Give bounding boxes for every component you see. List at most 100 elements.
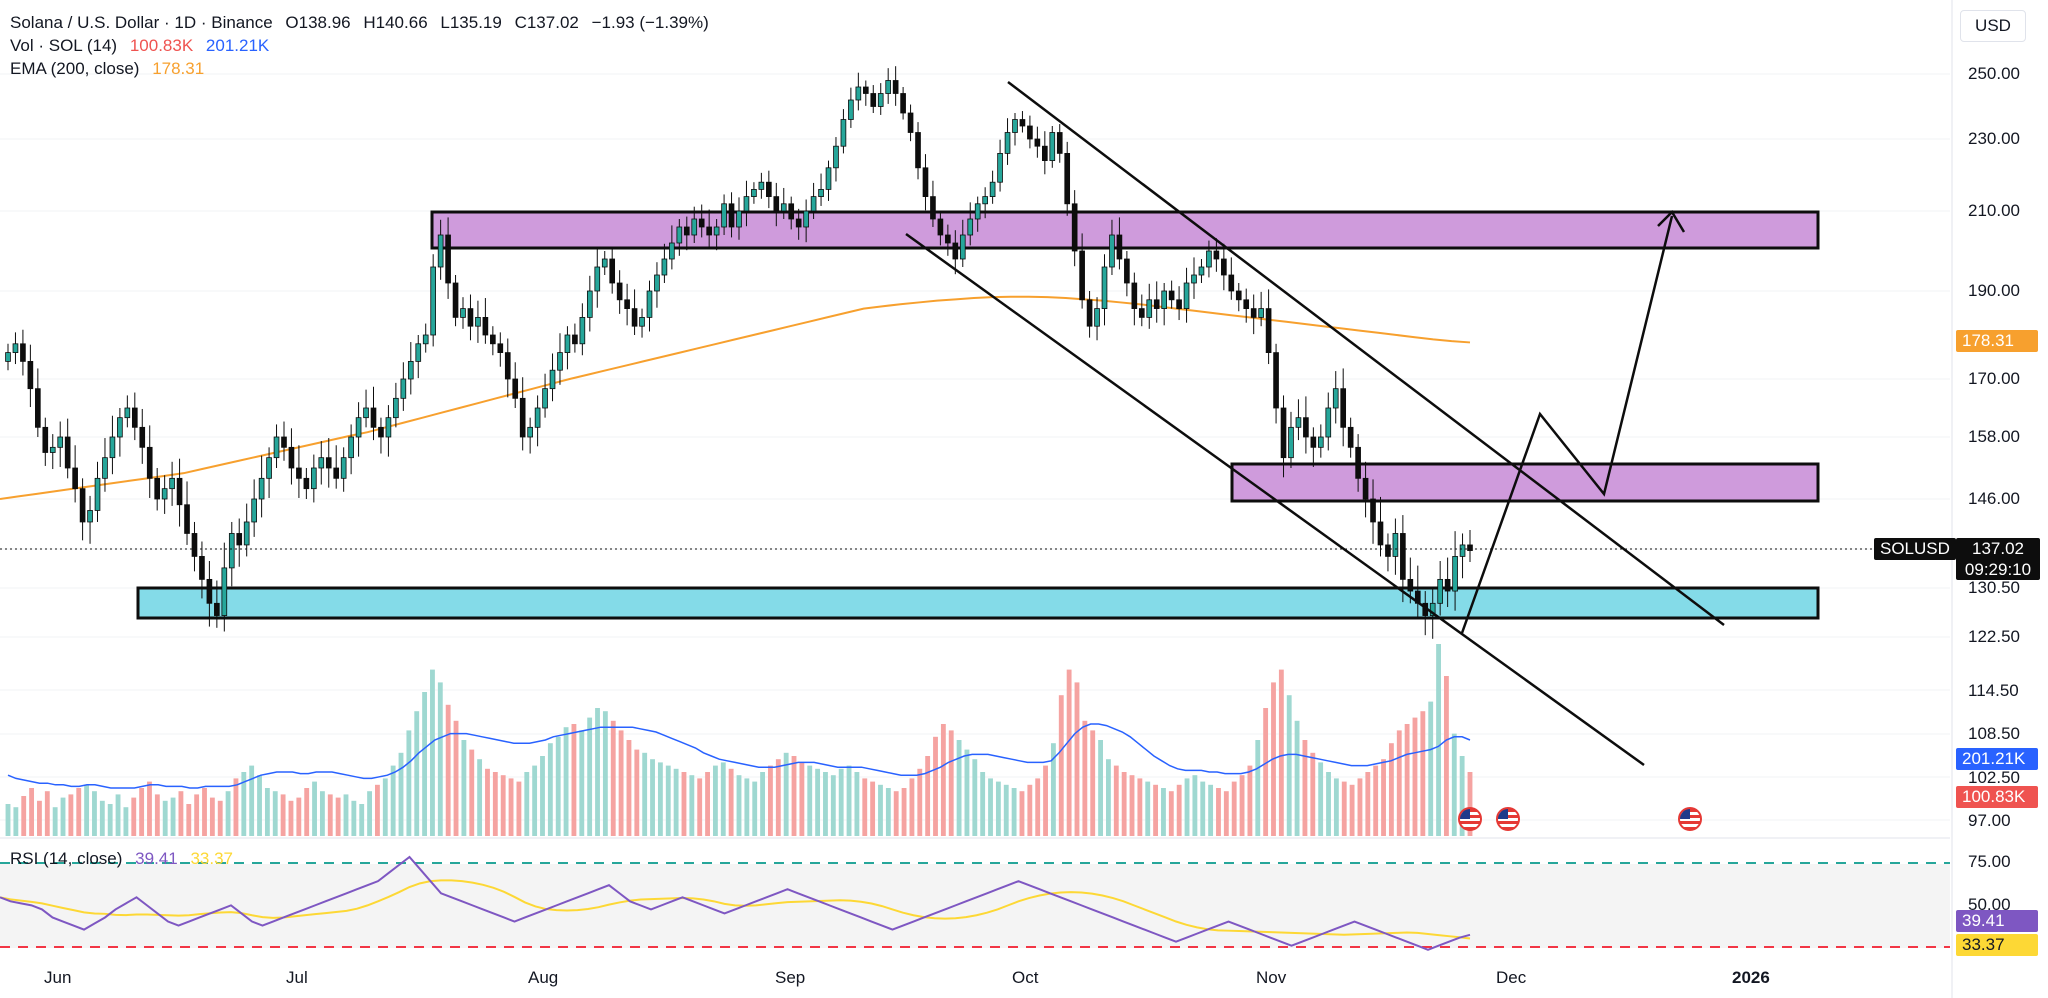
candle-body <box>1452 556 1458 592</box>
candle-body <box>1086 299 1093 327</box>
volume-bar <box>830 775 836 836</box>
candle-body <box>758 181 765 190</box>
volume-bar <box>1050 743 1056 836</box>
candle-body <box>169 477 175 490</box>
price-zones <box>136 210 1820 620</box>
candle-body <box>1288 426 1294 459</box>
volume-bar <box>5 804 11 836</box>
volume-bar <box>1184 778 1190 836</box>
candle-body <box>989 181 996 197</box>
candle-body <box>930 196 936 220</box>
candle-body <box>1176 299 1182 309</box>
candle-body <box>1049 132 1056 162</box>
volume-bar <box>1341 781 1347 836</box>
candle-body <box>1071 203 1078 252</box>
volume-bar <box>579 730 585 836</box>
volume-bar <box>154 794 160 836</box>
volume-bar <box>13 807 19 836</box>
candle-body <box>586 290 593 318</box>
candle-body <box>1221 258 1227 276</box>
candle-body <box>437 234 444 268</box>
symbol-title[interactable]: Solana / U.S. Dollar · 1D · Binance <box>10 13 273 32</box>
volume-bar <box>1310 752 1316 836</box>
candle-body <box>5 352 11 362</box>
volume-bar <box>52 807 58 836</box>
volume-bar <box>343 794 349 836</box>
volume-bar <box>398 752 404 836</box>
us-flag-icon[interactable] <box>1458 807 1482 831</box>
candle-body <box>534 407 541 428</box>
legend-volume[interactable]: Vol · SOL (14) 100.83K 201.21K <box>10 35 277 57</box>
candle-body <box>833 145 839 169</box>
volume-bar <box>705 772 710 836</box>
y-tick-label: 210.00 <box>1968 201 2020 220</box>
candle-body <box>27 360 34 390</box>
candle-body <box>780 203 787 212</box>
y-tick-label: 158.00 <box>1968 427 2020 446</box>
candle-body <box>393 397 399 419</box>
candle-body <box>736 210 742 228</box>
currency-button[interactable]: USD <box>1960 10 2026 42</box>
candle-body <box>191 533 198 557</box>
volume-bar <box>980 772 986 836</box>
candle-body <box>243 521 250 546</box>
volume-bar <box>1247 765 1253 836</box>
volume-bar <box>823 772 828 836</box>
legend-rsi[interactable]: RSI (14, close) 39.41 33.37 <box>10 848 241 870</box>
volume-bar <box>720 762 726 836</box>
volume-bar <box>264 788 270 836</box>
volume-bar <box>115 794 121 836</box>
volume-bar <box>657 762 663 836</box>
volume-bar <box>107 804 113 836</box>
volume-bar <box>1129 775 1135 836</box>
volume-bar <box>1263 708 1269 836</box>
rsi-label: RSI (14, close) <box>10 849 123 868</box>
candle-body <box>542 388 548 409</box>
last-price-tag: 137.02 09:29:10 <box>1956 538 2040 580</box>
us-flag-icon[interactable] <box>1496 807 1520 831</box>
us-flag-icon[interactable] <box>1678 807 1702 831</box>
ema-200-line <box>0 295 1471 500</box>
candle-body <box>12 343 19 353</box>
candle-body <box>1101 266 1108 309</box>
channel-upper-line <box>1007 81 1725 626</box>
candle-body <box>1042 145 1048 161</box>
volume-bar <box>1278 669 1284 836</box>
candle-body <box>139 426 146 448</box>
candle-body <box>855 86 862 101</box>
candle-body <box>333 467 340 479</box>
candle-body <box>1258 308 1264 318</box>
volume-ma-line <box>7 723 1471 789</box>
y-tick-label: 250.00 <box>1968 64 2020 83</box>
candle-body <box>691 218 698 236</box>
volume-bar <box>791 756 797 836</box>
volume-bar <box>92 791 97 836</box>
candle-body <box>1064 152 1071 205</box>
volume-bar <box>964 749 970 836</box>
volume-bar <box>571 724 577 836</box>
candle-body <box>900 93 906 114</box>
rsi-value: 39.41 <box>135 849 178 868</box>
candle-body <box>422 334 429 345</box>
volume-bar <box>1223 791 1229 836</box>
candle-body <box>795 218 802 228</box>
x-tick-label: 2026 <box>1732 968 1770 987</box>
candle-body <box>631 308 638 327</box>
legend-ema[interactable]: EMA (200, close) 178.31 <box>10 58 212 80</box>
candle-body <box>161 488 168 500</box>
candle-body <box>952 242 959 260</box>
volume-bar <box>225 791 231 836</box>
candle-body <box>572 334 578 345</box>
volume-bar <box>532 765 538 836</box>
volume-ma-tag: 201.21K <box>1956 748 2038 770</box>
ema-value: 178.31 <box>152 59 205 78</box>
volume-bar <box>351 800 357 836</box>
volume-bar <box>162 800 168 836</box>
volume-bar <box>602 711 608 836</box>
candle-body <box>124 407 131 419</box>
volume-bar <box>1318 762 1324 836</box>
volume-bar <box>650 759 655 836</box>
candle-body <box>1444 578 1451 592</box>
candle-body <box>311 467 317 490</box>
